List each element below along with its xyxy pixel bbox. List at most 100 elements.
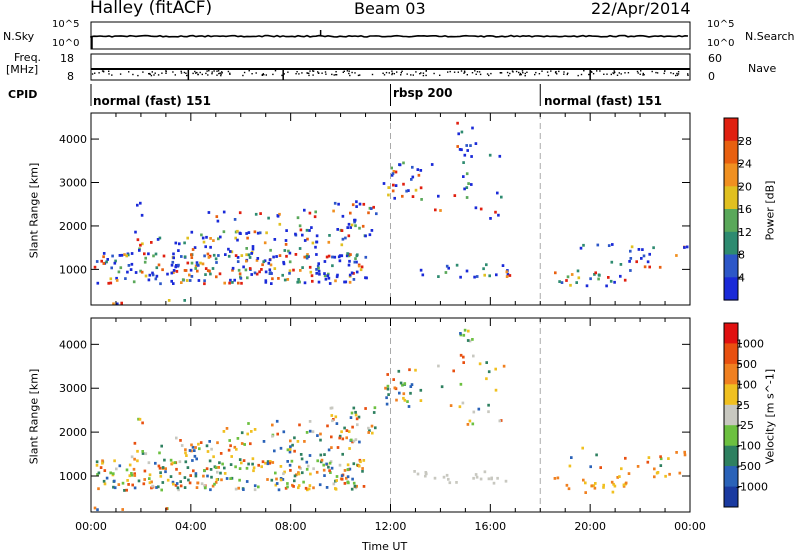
nave-dot <box>616 74 619 76</box>
data-cell <box>612 482 615 486</box>
data-cell <box>370 424 374 428</box>
velocity-colorbar-tick-label: -25 <box>736 419 754 432</box>
data-cell <box>471 338 474 341</box>
data-cell <box>350 271 354 275</box>
data-cell <box>109 277 113 281</box>
data-cell <box>203 279 206 283</box>
nave-dot <box>642 72 644 75</box>
nave-dot <box>401 70 403 72</box>
data-cell <box>325 462 328 466</box>
data-cell <box>403 382 407 385</box>
data-cell <box>474 206 478 210</box>
nave-dot <box>383 74 386 76</box>
data-cell <box>330 446 333 449</box>
data-cell <box>465 269 469 273</box>
data-cell <box>567 487 571 491</box>
data-cell <box>448 481 452 485</box>
data-cell <box>273 449 276 453</box>
data-cell <box>234 465 237 469</box>
data-cell <box>359 268 363 272</box>
nave-dot <box>475 73 477 75</box>
data-cell <box>264 280 268 284</box>
data-cell <box>214 481 218 484</box>
data-cell <box>485 361 488 364</box>
nave-dot <box>295 73 297 75</box>
data-cell <box>390 166 393 170</box>
nave-dot <box>518 71 520 74</box>
nave-dot <box>506 71 509 74</box>
data-cell <box>237 486 240 490</box>
data-cell <box>335 422 339 425</box>
data-cell <box>409 391 412 395</box>
nave-dot <box>102 71 105 73</box>
data-cell <box>256 257 260 260</box>
x-tick-label: 00:00 <box>75 520 107 533</box>
data-cell <box>569 283 572 287</box>
data-cell <box>505 270 509 274</box>
data-cell <box>204 245 207 249</box>
data-cell <box>133 486 137 490</box>
velocity-colorbar-tick-label: 500 <box>736 358 757 371</box>
data-cell <box>174 265 177 269</box>
data-cell <box>365 276 368 280</box>
data-cell <box>349 253 352 256</box>
data-cell <box>174 241 178 245</box>
nave-dot <box>643 74 645 76</box>
data-cell <box>262 260 265 264</box>
nave-dot <box>676 74 679 76</box>
data-cell <box>490 477 493 481</box>
data-cell <box>97 487 100 491</box>
velocity-colorbar-frame <box>723 322 739 508</box>
nave-dot <box>396 71 398 73</box>
nave-dot <box>172 71 174 73</box>
data-cell <box>471 422 475 426</box>
nave-dot <box>148 73 150 75</box>
data-cell <box>595 453 598 457</box>
data-cell <box>148 481 152 485</box>
data-cell <box>447 266 450 270</box>
data-cell <box>322 468 326 472</box>
data-cell <box>465 196 469 199</box>
velocity-colorbar-swatch <box>724 323 738 344</box>
data-cell <box>656 471 660 474</box>
data-cell <box>245 480 249 483</box>
nave-dot <box>447 71 449 73</box>
data-cell <box>347 222 351 226</box>
nave-dot <box>463 72 465 74</box>
data-cell <box>212 455 215 459</box>
nave-dot <box>425 70 427 72</box>
data-cell <box>220 478 223 482</box>
data-cell <box>411 175 415 179</box>
data-cell <box>114 259 117 263</box>
nave-dot <box>500 72 503 74</box>
data-cell <box>172 252 175 256</box>
data-cell <box>328 461 332 465</box>
nave-dot <box>476 71 479 73</box>
data-cell <box>487 410 490 414</box>
data-cell <box>103 469 107 472</box>
data-cell <box>113 261 117 265</box>
velocity-colorbar-tick-label: -1000 <box>736 481 768 494</box>
data-cell <box>256 231 260 235</box>
nave-dot <box>165 70 167 72</box>
data-cell <box>335 479 338 482</box>
data-cell <box>247 422 250 425</box>
data-cell <box>231 268 234 272</box>
data-cell <box>288 251 292 255</box>
data-cell <box>229 444 232 448</box>
data-cell <box>177 249 180 252</box>
nave-dot <box>335 74 338 76</box>
data-cell <box>469 144 472 147</box>
data-cell <box>370 229 374 232</box>
data-cell <box>683 450 686 454</box>
nave-dot <box>656 72 659 74</box>
data-cell <box>240 254 244 257</box>
data-cell <box>424 474 427 478</box>
data-cell <box>210 475 213 479</box>
data-cell <box>315 234 319 238</box>
velocity-colorbar-swatch <box>724 384 738 406</box>
data-cell <box>505 275 509 278</box>
nave-dot <box>677 71 680 73</box>
nave-dot <box>111 74 113 76</box>
